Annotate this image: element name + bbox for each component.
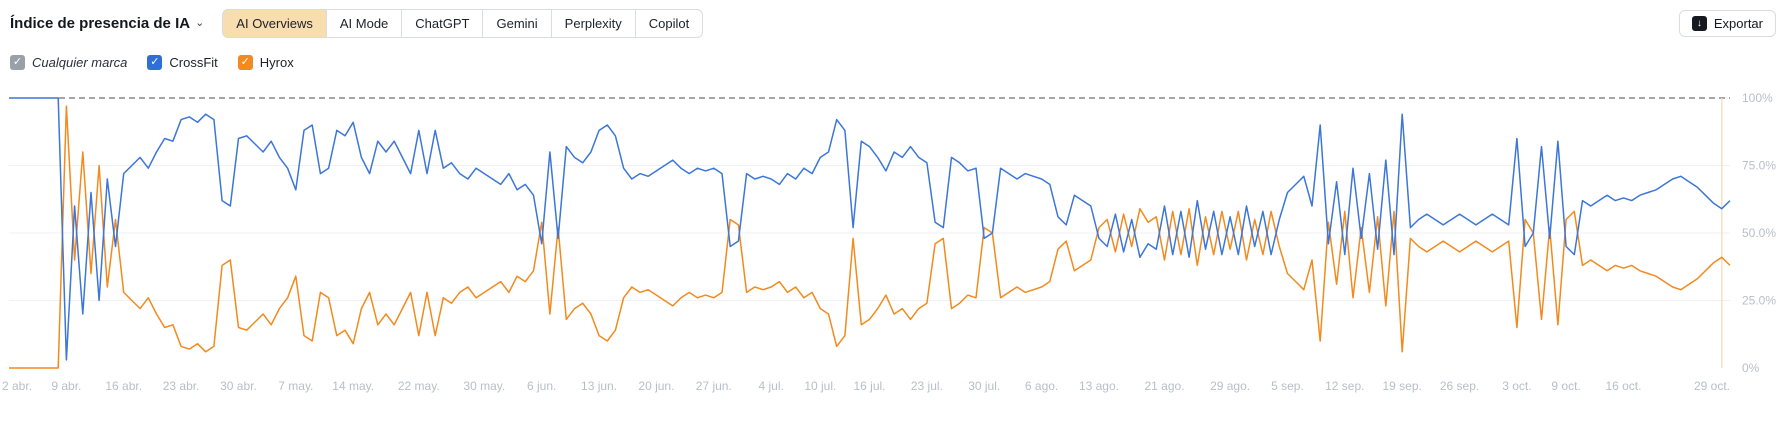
header: Índice de presencia de IA ⌄ AI Overviews…	[0, 0, 1786, 38]
tab-perplexity[interactable]: Perplexity	[550, 9, 636, 38]
x-tick-label: 30 abr.	[220, 379, 257, 393]
x-tick-label: 3 oct.	[1502, 379, 1531, 393]
any-brand-label: Cualquier marca	[32, 55, 128, 70]
x-tick-label: 23 jul.	[911, 379, 943, 393]
presence-chart-svg[interactable]: 100% 75.0% 50.0% 25.0% 0% 2 abr. 9 abr. 16 abr.…	[0, 78, 1786, 408]
x-tick-label: 21 ago.	[1145, 379, 1185, 393]
x-tick-label: 14 may.	[332, 379, 374, 393]
tab-copilot[interactable]: Copilot	[634, 9, 704, 38]
export-button[interactable]: ↓ Exportar	[1678, 10, 1776, 37]
legend-hyrox[interactable]: ✓ Hyrox	[237, 55, 294, 70]
x-tick-label: 26 sep.	[1440, 379, 1479, 393]
x-tick-label: 16 jul.	[853, 379, 885, 393]
x-tick-label: 12 sep.	[1325, 379, 1364, 393]
series-line-hyrox	[9, 105, 1731, 369]
tab-ai-overviews[interactable]: AI Overviews	[222, 9, 327, 38]
x-tick-label: 4 jul.	[758, 379, 783, 393]
tab-gemini[interactable]: Gemini	[482, 9, 552, 38]
x-tick-label: 30 may.	[463, 379, 505, 393]
x-tick-label: 6 jun.	[527, 379, 556, 393]
x-tick-label: 30 jul.	[968, 379, 1000, 393]
x-tick-label: 9 abr.	[51, 379, 81, 393]
x-tick-label: 29 ago.	[1210, 379, 1250, 393]
x-tick-label: 16 abr.	[105, 379, 142, 393]
x-tick-label: 10 jul.	[804, 379, 836, 393]
ai-presence-panel: Índice de presencia de IA ⌄ AI Overviews…	[0, 0, 1786, 408]
brand-legend: ✓ Cualquier marca ✓ CrossFit ✓ Hyrox	[0, 38, 1786, 70]
hyrox-checkbox[interactable]: ✓	[237, 55, 253, 70]
y-tick-label: 0%	[1742, 361, 1760, 375]
y-tick-label: 25.0%	[1742, 294, 1776, 308]
x-tick-label: 27 jun.	[696, 379, 732, 393]
engine-tabs: AI Overviews AI Mode ChatGPT Gemini Perp…	[222, 9, 704, 38]
x-tick-label: 9 oct.	[1551, 379, 1580, 393]
x-tick-label: 29 oct.	[1694, 379, 1730, 393]
series-line-crossfit	[9, 97, 1731, 361]
x-tick-label: 20 jun.	[638, 379, 674, 393]
x-tick-label: 16 oct.	[1605, 379, 1641, 393]
x-tick-label: 2 abr.	[2, 379, 32, 393]
x-tick-label: 13 jun.	[581, 379, 617, 393]
legend-crossfit[interactable]: ✓ CrossFit	[147, 55, 218, 70]
tab-chatgpt[interactable]: ChatGPT	[401, 9, 484, 38]
y-tick-label: 50.0%	[1742, 226, 1776, 240]
x-tick-label: 6 ago.	[1025, 379, 1058, 393]
tab-ai-mode[interactable]: AI Mode	[325, 9, 403, 38]
metric-title-dropdown[interactable]: Índice de presencia de IA ⌄	[10, 15, 204, 32]
presence-chart[interactable]: 100% 75.0% 50.0% 25.0% 0% 2 abr. 9 abr. 16 abr.…	[0, 78, 1786, 408]
x-tick-label: 19 sep.	[1383, 379, 1422, 393]
export-button-label: Exportar	[1713, 16, 1763, 31]
page-title: Índice de presencia de IA	[10, 15, 191, 32]
y-tick-label: 100%	[1742, 91, 1773, 105]
any-brand-checkbox[interactable]: ✓	[10, 55, 25, 70]
crossfit-checkbox[interactable]: ✓	[147, 55, 163, 70]
chevron-down-icon: ⌄	[195, 17, 205, 29]
x-tick-label: 5 sep.	[1271, 379, 1304, 393]
hyrox-label: Hyrox	[259, 55, 294, 70]
x-tick-label: 7 may.	[278, 379, 313, 393]
y-tick-label: 75.0%	[1742, 159, 1776, 173]
x-tick-label: 13 ago.	[1079, 379, 1119, 393]
download-icon: ↓	[1691, 16, 1707, 31]
x-tick-label: 22 may.	[398, 379, 440, 393]
crossfit-label: CrossFit	[169, 55, 218, 70]
legend-any-brand[interactable]: ✓ Cualquier marca	[10, 55, 127, 70]
x-tick-label: 23 abr.	[163, 379, 200, 393]
